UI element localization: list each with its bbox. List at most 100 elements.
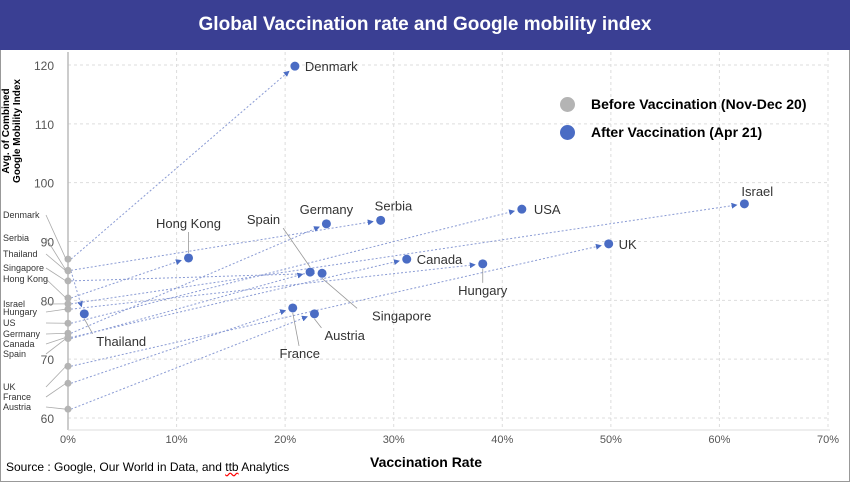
- x-tick-label: 10%: [166, 434, 188, 446]
- after-leader-line: [292, 312, 300, 347]
- y-tick-label: 100: [34, 177, 54, 191]
- before-leader-line: [45, 382, 67, 398]
- after-leader-line: [314, 318, 322, 329]
- before-leader-line: [45, 308, 67, 313]
- trajectory-arrow: [70, 272, 304, 340]
- after-label: Hungary: [458, 283, 508, 298]
- legend-item-after: After Vaccination (Apr 21): [560, 124, 762, 140]
- after-point: [402, 254, 412, 264]
- x-tick-label: 50%: [600, 434, 622, 446]
- before-point: [64, 277, 72, 285]
- after-point: [290, 61, 300, 71]
- after-point: [184, 253, 194, 263]
- after-label: Canada: [417, 252, 463, 267]
- trajectory-arrow: [70, 243, 602, 367]
- after-label: Hong Kong: [156, 216, 221, 231]
- legend-label: Before Vaccination (Nov-Dec 20): [591, 96, 807, 112]
- before-label: Germany: [3, 329, 41, 339]
- legend-label: After Vaccination (Apr 21): [591, 124, 763, 140]
- before-label: Thailand: [3, 249, 38, 259]
- x-axis-label: Vaccination Rate: [370, 454, 483, 470]
- trajectory-arrow: [70, 202, 738, 305]
- source-note: Source : Google, Our World in Data, and …: [6, 460, 289, 474]
- after-label: Thailand: [96, 334, 146, 349]
- after-label: Spain: [247, 212, 280, 227]
- after-point: [478, 259, 488, 269]
- before-leader-line: [45, 406, 67, 410]
- before-label: Hungary: [3, 307, 38, 317]
- x-tick-label: 30%: [383, 434, 405, 446]
- before-label: Canada: [3, 339, 35, 349]
- after-label: Germany: [300, 202, 354, 217]
- trajectory-arrow: [70, 315, 308, 410]
- before-leader-line: [45, 338, 67, 355]
- after-point: [321, 219, 331, 229]
- before-leader-line: [45, 253, 67, 272]
- before-label: Singapore: [3, 263, 44, 273]
- before-label: UK: [3, 382, 16, 392]
- title-bar: Global Vaccination rate and Google mobil…: [0, 0, 850, 50]
- y-tick-label: 70: [41, 353, 55, 367]
- before-point: [64, 405, 72, 413]
- x-tick-label: 40%: [491, 434, 513, 446]
- y-tick-label: 110: [35, 118, 54, 132]
- after-label: Denmark: [305, 59, 358, 74]
- y-tick-label: 60: [41, 412, 55, 426]
- x-tick-label: 20%: [274, 434, 296, 446]
- chart-title: Global Vaccination rate and Google mobil…: [198, 14, 652, 35]
- before-point: [64, 379, 72, 387]
- trajectory-arrow: [70, 209, 516, 324]
- source-suffix: Analytics: [238, 460, 290, 474]
- after-point: [317, 268, 327, 278]
- before-label: Serbia: [3, 233, 29, 243]
- before-label: Israel: [3, 299, 25, 309]
- before-label: Spain: [3, 349, 26, 359]
- x-tick-label: 0%: [60, 434, 76, 446]
- before-point: [64, 255, 72, 263]
- before-leader-line: [45, 365, 67, 388]
- after-point: [739, 199, 749, 209]
- after-leader-line: [282, 227, 311, 268]
- after-label: UK: [619, 237, 637, 252]
- trajectory-arrow: [70, 270, 316, 282]
- y-tick-label: 80: [41, 294, 55, 308]
- before-label: Hong Kong: [3, 274, 48, 284]
- after-point: [376, 215, 386, 225]
- legend-item-before: Before Vaccination (Nov-Dec 20): [560, 96, 807, 112]
- before-point: [64, 300, 72, 308]
- before-label: Denmark: [3, 210, 40, 220]
- after-point: [309, 309, 319, 319]
- y-axis-label: Avg. of Combined Google Mobility Index: [1, 79, 23, 183]
- before-point: [64, 267, 72, 275]
- legend-gray-dot-icon: [560, 96, 575, 112]
- before-label: US: [3, 318, 16, 328]
- source-ttb: ttb: [225, 460, 239, 474]
- before-point: [64, 305, 72, 313]
- trajectory-arrow: [70, 262, 476, 310]
- before-point: [64, 362, 72, 370]
- before-leader-line: [45, 332, 67, 335]
- after-point: [305, 267, 315, 277]
- trajectory-arrow: [70, 259, 400, 338]
- source-text: Source : Google, Our World in Data, and: [6, 460, 226, 474]
- after-leader-line: [321, 277, 358, 309]
- after-point: [517, 204, 527, 214]
- after-label: Serbia: [375, 198, 413, 213]
- before-point: [64, 335, 72, 343]
- trajectory-arrow: [70, 226, 320, 334]
- after-label: Singapore: [372, 308, 431, 323]
- before-leader-line: [45, 337, 67, 345]
- before-point: [64, 319, 72, 327]
- after-point: [79, 309, 89, 319]
- x-tick-label: 60%: [708, 434, 730, 446]
- before-leader-line: [45, 267, 67, 282]
- trajectory-arrow: [70, 259, 182, 299]
- before-leader-line: [45, 278, 67, 299]
- trajectory-arrow: [70, 270, 83, 308]
- trajectory-arrow: [70, 309, 287, 384]
- before-label: Austria: [3, 402, 31, 412]
- after-label: Israel: [741, 184, 773, 199]
- after-leader-line: [83, 318, 94, 335]
- after-point: [604, 239, 614, 249]
